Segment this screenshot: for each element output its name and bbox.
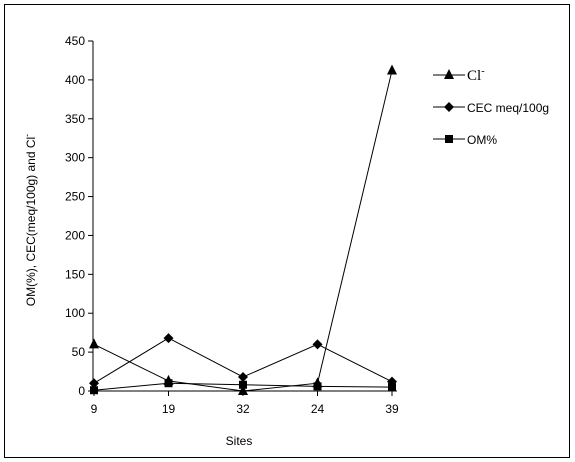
legend-label: CEC meq/100g — [467, 101, 549, 115]
x-axis-title: Sites — [226, 434, 253, 448]
data-point-triangle — [89, 338, 99, 349]
legend-label-superscript: - — [481, 66, 484, 77]
data-point-diamond — [238, 372, 248, 382]
legend-label-text: Cl — [467, 68, 481, 84]
x-tick-label: 9 — [91, 402, 98, 416]
data-point-square — [164, 379, 173, 388]
data-point-square — [313, 382, 322, 391]
axes — [92, 41, 397, 392]
data-point-triangle — [387, 64, 397, 75]
y-axis-title: OM(%), CEC(meq/100g) and Cl- — [22, 134, 38, 306]
y-axis-title-superscript: - — [22, 134, 32, 137]
y-tick-label: 50 — [72, 345, 86, 359]
data-point-square — [388, 383, 396, 392]
y-tick-label: 0 — [78, 384, 85, 398]
legend-label-text: OM% — [467, 133, 497, 147]
x-tick-label: 19 — [162, 402, 176, 416]
x-tick-label: 39 — [385, 402, 399, 416]
data-point-diamond — [89, 378, 99, 389]
legend-marker-triangle — [444, 69, 454, 79]
legend-label-text: CEC meq/100g — [467, 101, 549, 115]
y-tick-label: 450 — [65, 34, 85, 48]
data-point-diamond — [163, 333, 174, 344]
legend-label: OM% — [467, 133, 497, 147]
series-markers — [89, 64, 397, 395]
line-chart: 0 50 100 150 200 250 300 350 400 450 9 19 32 24 39 Si… — [22, 34, 549, 448]
y-axis-title-text: OM(%), CEC(meq/100g) and Cl — [24, 137, 38, 306]
data-point-square — [90, 386, 98, 395]
y-ticks: 0 50 100 150 200 250 300 350 400 450 — [65, 34, 93, 398]
legend-marker-square — [445, 135, 453, 143]
chart-frame: 0 50 100 150 200 250 300 350 400 450 9 19 32 24 39 Si… — [4, 4, 570, 458]
series-lines — [93, 70, 393, 392]
y-tick-label: 350 — [65, 112, 85, 126]
data-point-square — [239, 380, 247, 389]
y-tick-label: 200 — [65, 228, 85, 242]
legend-label: Cl- — [467, 66, 485, 84]
data-point-triangle — [238, 385, 248, 395]
y-tick-label: 150 — [65, 267, 85, 281]
data-point-diamond — [312, 339, 323, 350]
y-tick-label: 400 — [65, 73, 85, 87]
legend: Cl- CEC meq/100g OM% — [433, 66, 549, 147]
x-tick-label: 24 — [311, 402, 325, 416]
series-line-triangle — [93, 70, 393, 392]
y-tick-label: 250 — [65, 190, 85, 204]
x-tick-label: 32 — [236, 402, 250, 416]
y-tick-label: 100 — [65, 306, 85, 320]
legend-marker-diamond — [444, 102, 454, 112]
y-tick-label: 300 — [65, 151, 85, 165]
